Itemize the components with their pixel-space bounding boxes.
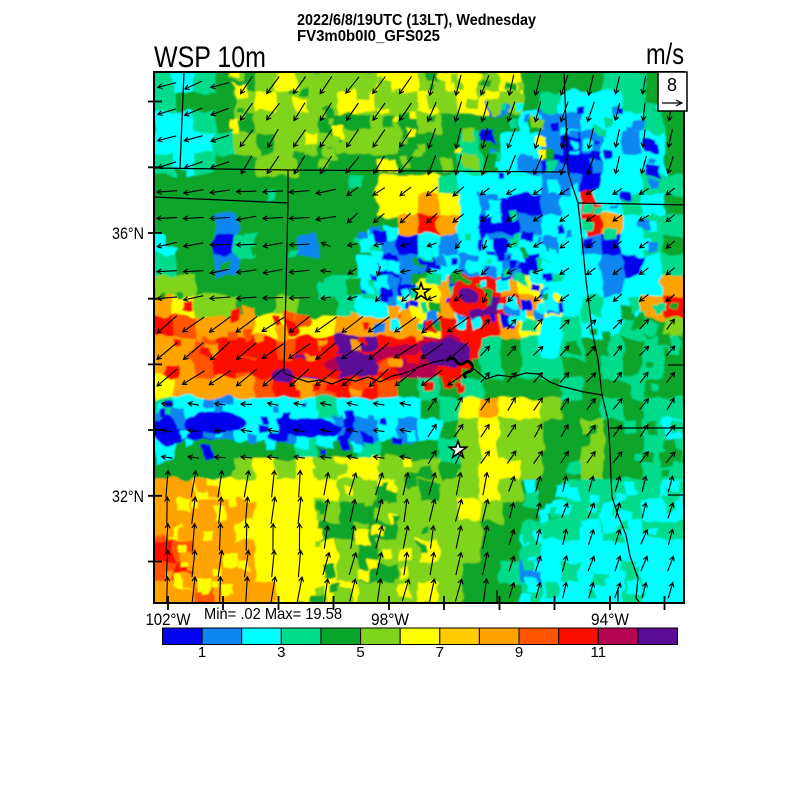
svg-text:2022/6/8/19UTC (13LT), Wednesd: 2022/6/8/19UTC (13LT), Wednesday [297, 12, 536, 29]
svg-text:FV3m0b0I0_GFS025: FV3m0b0I0_GFS025 [297, 28, 440, 45]
svg-text:1: 1 [198, 644, 206, 661]
svg-text:5: 5 [356, 644, 364, 661]
svg-text:3: 3 [277, 644, 285, 661]
svg-text:m/s: m/s [646, 38, 684, 71]
svg-text:11: 11 [591, 644, 607, 661]
svg-text:102°W: 102°W [146, 610, 191, 629]
svg-text:Min= .02 Max= 19.58: Min= .02 Max= 19.58 [204, 606, 342, 623]
svg-text:WSP 10m: WSP 10m [154, 41, 266, 74]
svg-text:32°N: 32°N [112, 487, 144, 506]
svg-text:36°N: 36°N [112, 224, 144, 243]
svg-text:9: 9 [515, 644, 523, 661]
svg-text:8: 8 [667, 75, 677, 95]
svg-text:98°W: 98°W [371, 610, 409, 629]
svg-text:7: 7 [436, 644, 444, 661]
svg-text:94°W: 94°W [591, 610, 629, 629]
